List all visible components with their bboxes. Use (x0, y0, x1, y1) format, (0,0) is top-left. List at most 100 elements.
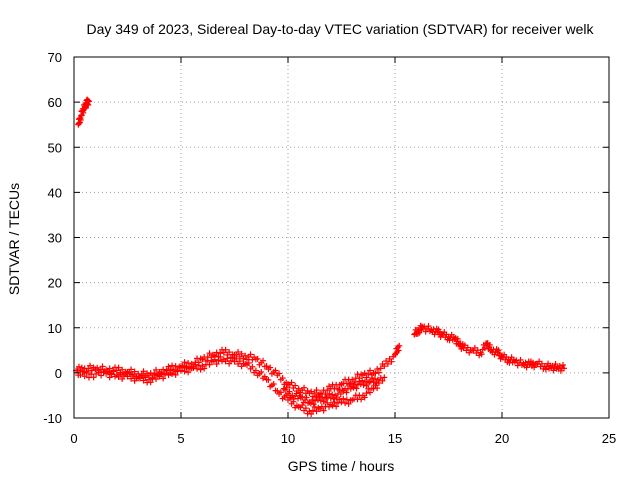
data-point (381, 363, 388, 370)
data-point (517, 356, 524, 363)
data-point (340, 395, 347, 402)
data-point (274, 387, 281, 394)
data-point (361, 394, 368, 401)
data-point (170, 367, 177, 374)
data-point (330, 395, 337, 402)
data-point (185, 369, 192, 376)
data-point (104, 369, 111, 376)
data-point (110, 368, 117, 375)
data-point (129, 372, 136, 379)
data-point (495, 347, 502, 354)
data-point (126, 370, 133, 377)
y-tick-label: 0 (55, 366, 62, 381)
data-point (314, 396, 321, 403)
data-point (75, 363, 82, 370)
data-point (367, 378, 374, 385)
data-point (388, 358, 395, 365)
data-point (254, 355, 261, 362)
y-tick-label: 30 (48, 231, 62, 246)
data-point (279, 375, 286, 382)
data-point (260, 357, 267, 364)
data-point (363, 382, 370, 389)
data-point (496, 350, 503, 357)
data-point (194, 365, 201, 372)
data-point (365, 371, 372, 378)
data-point (87, 362, 94, 369)
data-point (379, 377, 386, 384)
data-point (265, 376, 272, 383)
data-point (172, 371, 179, 378)
y-tick-label: 70 (48, 50, 62, 65)
data-point (307, 400, 314, 407)
data-point (106, 365, 113, 372)
data-point (206, 361, 213, 368)
data-point (361, 370, 368, 377)
data-point (375, 369, 382, 376)
data-point (331, 399, 338, 406)
data-point (140, 368, 147, 375)
data-point (357, 381, 364, 388)
data-point (169, 371, 176, 378)
data-point (312, 397, 319, 404)
data-point (119, 366, 126, 373)
data-point (153, 366, 160, 373)
x-axis-title: GPS time / hours (288, 458, 395, 474)
data-point (163, 367, 170, 374)
data-point (491, 351, 498, 358)
data-point (343, 396, 350, 403)
data-point (311, 390, 318, 397)
data-point (117, 371, 124, 378)
data-point (337, 391, 344, 398)
data-point (192, 361, 199, 368)
data-point (252, 367, 259, 374)
data-point (77, 371, 84, 378)
data-point (425, 323, 432, 330)
data-point (309, 407, 316, 414)
data-point (295, 385, 302, 392)
data-point (195, 362, 202, 369)
data-point (324, 387, 331, 394)
data-point (396, 342, 403, 349)
data-point (345, 400, 352, 407)
data-point (224, 355, 231, 362)
data-point (236, 358, 243, 365)
data-point (329, 391, 336, 398)
x-tick-label: 25 (602, 431, 616, 446)
data-point (327, 395, 334, 402)
data-point (213, 349, 220, 356)
chart-title: Day 349 of 2023, Sidereal Day-to-day VTE… (86, 21, 594, 37)
data-point (381, 374, 388, 381)
data-point (395, 347, 402, 354)
data-point (333, 403, 340, 410)
x-tick-label: 0 (70, 431, 77, 446)
data-point (229, 355, 236, 362)
data-point (95, 367, 102, 374)
y-tick-label: 10 (48, 321, 62, 336)
data-point (128, 366, 135, 373)
data-point (367, 389, 374, 396)
data-point (552, 361, 559, 368)
data-point (226, 349, 233, 356)
data-point (160, 366, 167, 373)
y-axis-title: SDTVAR / TECUs (6, 183, 22, 295)
x-tick-label: 10 (281, 431, 295, 446)
data-point (94, 364, 101, 371)
data-point (350, 384, 357, 391)
data-point (233, 355, 240, 362)
x-tick-label: 15 (388, 431, 402, 446)
data-point (267, 364, 274, 371)
data-point (88, 367, 95, 374)
data-point (261, 373, 268, 380)
y-tick-label: 40 (48, 185, 62, 200)
data-point (369, 374, 376, 381)
data-point (90, 374, 97, 381)
data-point (372, 370, 379, 377)
data-point (557, 367, 564, 374)
data-point (308, 388, 315, 395)
data-point (85, 365, 92, 372)
data-point (561, 365, 568, 372)
data-point (206, 350, 213, 357)
data-point (286, 388, 293, 395)
data-point (263, 363, 270, 370)
